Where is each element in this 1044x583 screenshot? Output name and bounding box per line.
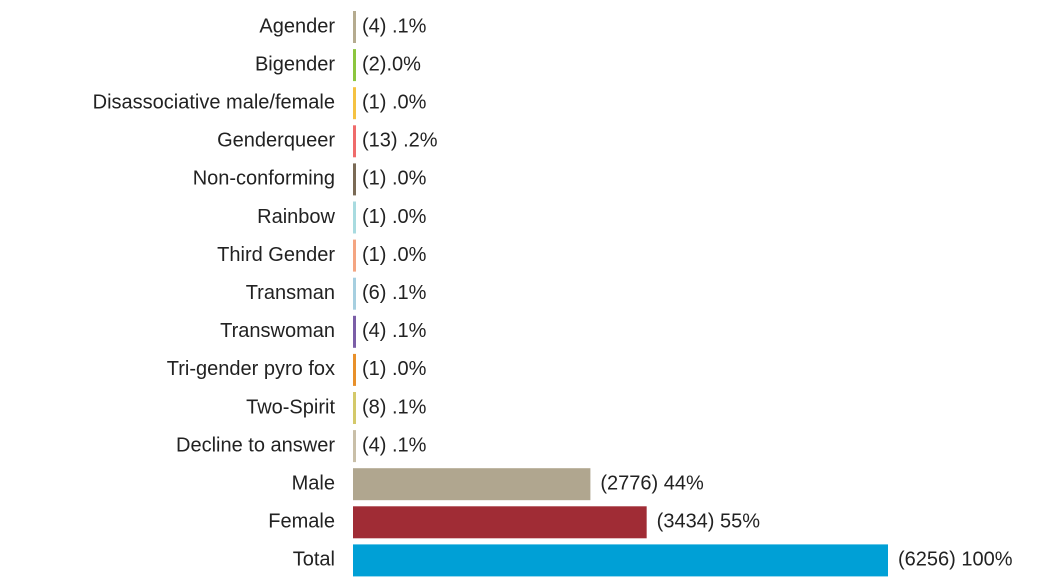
category-label: Non-conforming <box>193 168 335 190</box>
category-label: Two-Spirit <box>246 396 335 418</box>
bar <box>353 87 356 120</box>
value-label: (4) .1% <box>362 320 427 342</box>
bar <box>353 392 356 424</box>
bar <box>353 544 888 577</box>
bar <box>353 277 356 310</box>
category-label: Bigender <box>255 53 335 75</box>
category-label: Female <box>268 511 335 533</box>
category-label: Genderqueer <box>217 130 335 152</box>
value-label: (1) .0% <box>362 206 427 228</box>
bar <box>353 201 356 234</box>
bar <box>353 11 356 43</box>
category-label: Total <box>293 549 335 571</box>
value-label: (4) .1% <box>362 15 427 37</box>
category-label: Third Gender <box>217 244 335 266</box>
value-label: (2776) 44% <box>600 472 704 494</box>
bar <box>353 163 356 196</box>
category-label: Male <box>292 472 335 494</box>
category-label: Transman <box>246 282 335 304</box>
category-label: Disassociative male/female <box>93 91 335 113</box>
value-label: (3434) 55% <box>657 511 761 533</box>
bar <box>353 125 356 158</box>
bar <box>353 49 356 82</box>
category-label: Tri-gender pyro fox <box>167 358 335 380</box>
category-label: Decline to answer <box>176 434 335 456</box>
bar <box>353 353 356 386</box>
category-label: Agender <box>259 15 335 37</box>
category-label: Rainbow <box>257 206 335 228</box>
value-label: (2).0% <box>362 53 421 75</box>
value-label: (13) .2% <box>362 130 438 152</box>
value-label: (4) .1% <box>362 434 427 456</box>
bar <box>353 239 356 272</box>
bar <box>353 506 647 539</box>
value-label: (6) .1% <box>362 282 427 304</box>
bar <box>353 468 591 501</box>
value-label: (1) .0% <box>362 244 427 266</box>
bar <box>353 430 356 463</box>
value-label: (6256) 100% <box>898 549 1013 571</box>
value-label: (8) .1% <box>362 396 427 418</box>
bar <box>353 315 356 348</box>
value-label: (1) .0% <box>362 358 427 380</box>
value-label: (1) .0% <box>362 91 427 113</box>
category-label: Transwoman <box>220 320 335 342</box>
value-label: (1) .0% <box>362 168 427 190</box>
